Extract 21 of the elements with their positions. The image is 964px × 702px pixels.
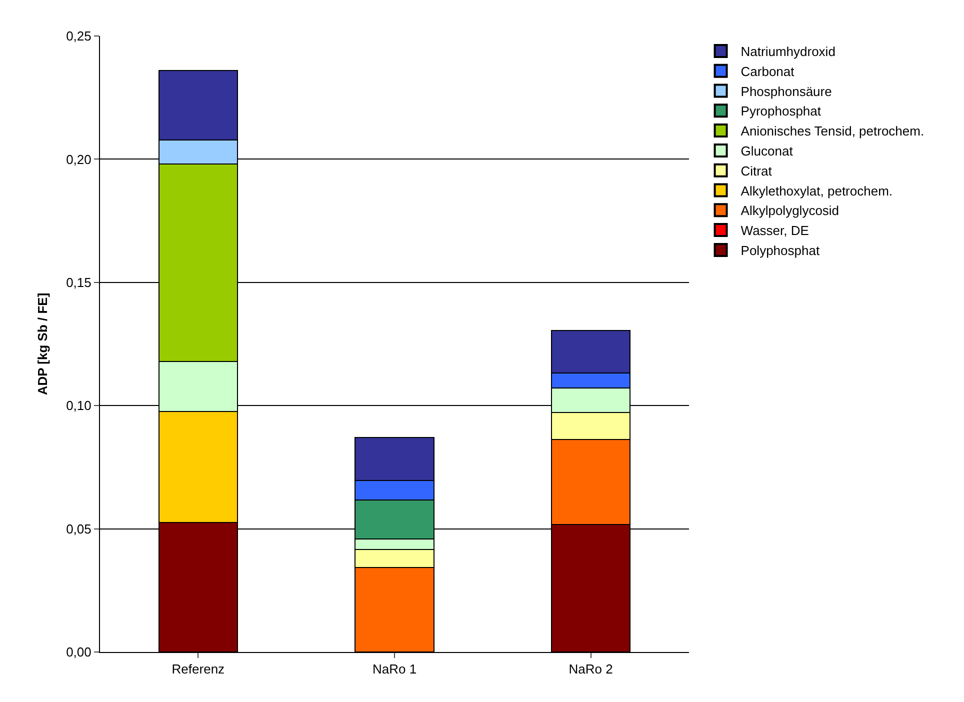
x-tick-label: NaRo 1 bbox=[372, 662, 417, 677]
legend-label: Gluconat bbox=[740, 144, 794, 159]
y-tick-label: 0,20 bbox=[66, 152, 92, 167]
legend-label: Phosphonsäure bbox=[740, 84, 832, 99]
legend-label: Carbonat bbox=[740, 64, 795, 79]
y-tick-label: 0,00 bbox=[66, 644, 92, 660]
legend-label: Anionisches Tensid, petrochem. bbox=[740, 124, 924, 139]
legend-label: Alkylethoxylat, petrochem. bbox=[740, 183, 893, 198]
y-tick-label: 0,10 bbox=[66, 398, 92, 414]
legend-label: Natriumhydroxid bbox=[740, 44, 836, 60]
legend-label: Polyphosphat bbox=[740, 243, 820, 258]
legend-label: Wasser, DE bbox=[740, 223, 810, 238]
y-tick-label: 0,15 bbox=[66, 274, 92, 290]
legend-label: Citrat bbox=[740, 163, 772, 178]
legend-label: Pyrophosphat bbox=[740, 104, 822, 119]
legend-label: Alkylpolyglycosid bbox=[740, 203, 840, 218]
y-tick-label: 0,05 bbox=[66, 521, 92, 536]
y-axis-title: ADP [kg Sb / FE] bbox=[35, 292, 50, 396]
x-tick-label: Referenz bbox=[172, 662, 225, 677]
y-tick-label: 0,25 bbox=[66, 28, 92, 44]
x-tick-label: NaRo 2 bbox=[568, 662, 613, 677]
